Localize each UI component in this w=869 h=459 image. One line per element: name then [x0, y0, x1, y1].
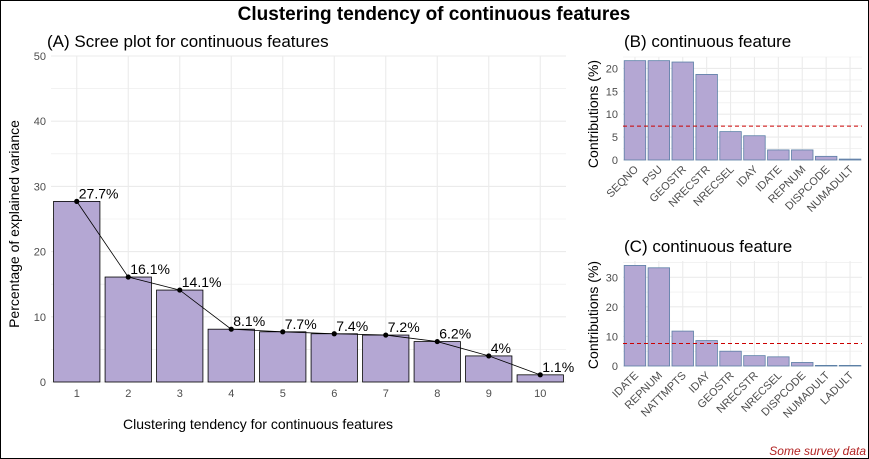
- panel-a-title: (A) Scree plot for continuous features: [47, 32, 329, 51]
- bar: [719, 131, 742, 161]
- scree-point: [280, 329, 286, 335]
- y-tick-label: 0: [612, 361, 618, 373]
- y-tick-label: 30: [34, 181, 46, 193]
- panel-b-ylabel: Contributions (%): [585, 60, 601, 168]
- bar: [743, 355, 766, 367]
- y-tick-label: 30: [606, 272, 618, 284]
- data-label: 1.1%: [542, 359, 574, 375]
- bar: [695, 340, 718, 367]
- y-tick-label: 20: [606, 63, 618, 75]
- y-tick-label: 10: [606, 331, 618, 343]
- figure-title: Clustering tendency of continuous featur…: [238, 4, 631, 25]
- x-tick-label: 3: [177, 388, 183, 400]
- x-tick-label: 6: [331, 388, 337, 400]
- caption: Some survey data: [769, 444, 866, 458]
- bar: [767, 149, 790, 161]
- bar: [207, 328, 255, 383]
- data-label: 7.7%: [285, 316, 317, 332]
- scree-line: [76, 201, 541, 376]
- x-tick-label: 7: [383, 388, 389, 400]
- bar: [671, 61, 694, 161]
- x-tick-label: 4: [228, 388, 234, 400]
- x-tick-label: 9: [486, 388, 492, 400]
- scree-point: [125, 274, 131, 280]
- bar: [743, 135, 766, 161]
- bar: [465, 355, 513, 383]
- data-label: 27.7%: [79, 185, 119, 201]
- bar: [791, 362, 814, 367]
- panel-c-title: (C) continuous feature: [624, 237, 792, 256]
- bar: [623, 265, 647, 367]
- data-label: 14.1%: [182, 274, 222, 290]
- panel-a-ylabel: Percentage of explained variance: [6, 120, 22, 328]
- data-label: 7.2%: [388, 319, 420, 335]
- x-tick-label: 8: [434, 388, 440, 400]
- x-tick-label: 1: [74, 388, 80, 400]
- panel-b-title: (B) continuous feature: [624, 32, 791, 51]
- scree-point: [434, 338, 440, 345]
- panel-a-xlabel: Clustering tendency for continuous featu…: [123, 416, 393, 432]
- y-tick-label: 40: [34, 116, 46, 128]
- panel-a: (A) Scree plot for continuous features C…: [6, 32, 574, 432]
- bar: [53, 200, 101, 383]
- bar: [838, 365, 862, 367]
- y-tick-label: 20: [606, 302, 618, 314]
- data-label: 4%: [491, 340, 511, 356]
- data-label: 7.4%: [336, 318, 368, 334]
- data-label: 16.1%: [130, 261, 170, 277]
- bar: [767, 356, 790, 367]
- bar: [695, 73, 718, 161]
- y-tick-label: 5: [612, 132, 618, 144]
- bar: [413, 341, 461, 383]
- bar: [362, 334, 410, 383]
- scree-point: [537, 372, 543, 378]
- bar: [671, 330, 694, 367]
- bar: [104, 276, 152, 383]
- panel-c: (C) continuous feature Contributions (%)…: [585, 237, 862, 421]
- bar: [814, 365, 838, 367]
- scree-point: [331, 331, 337, 337]
- bar: [623, 60, 647, 161]
- scree-point: [383, 332, 389, 338]
- bar: [156, 289, 204, 383]
- bar: [647, 60, 671, 161]
- scree-point: [177, 287, 183, 293]
- y-tick-label: 20: [34, 247, 46, 259]
- bar: [791, 149, 814, 161]
- y-tick-label: 10: [606, 109, 618, 121]
- data-label: 8.1%: [233, 313, 265, 329]
- y-tick-label: 0: [40, 377, 46, 389]
- x-tick-label: 10: [534, 388, 546, 400]
- bar: [719, 350, 742, 367]
- scree-point: [74, 198, 80, 204]
- y-tick-label: 10: [34, 312, 46, 324]
- data-label: 6.2%: [439, 326, 471, 342]
- bar: [647, 267, 671, 367]
- y-tick-label: 50: [34, 51, 46, 63]
- scree-point: [228, 326, 234, 332]
- x-tick-label: 5: [280, 388, 286, 400]
- x-tick-label: 2: [125, 388, 131, 400]
- y-tick-label: 15: [606, 86, 618, 98]
- bar: [259, 331, 307, 383]
- panel-c-ylabel: Contributions (%): [585, 261, 601, 369]
- bar: [814, 155, 838, 161]
- bar: [838, 158, 862, 161]
- scree-point: [486, 353, 492, 359]
- x-tick-label: SEQNO: [604, 163, 641, 200]
- bar: [310, 333, 358, 383]
- y-tick-label: 0: [612, 155, 618, 167]
- panel-b: (B) continuous feature Contributions (%)…: [585, 32, 862, 215]
